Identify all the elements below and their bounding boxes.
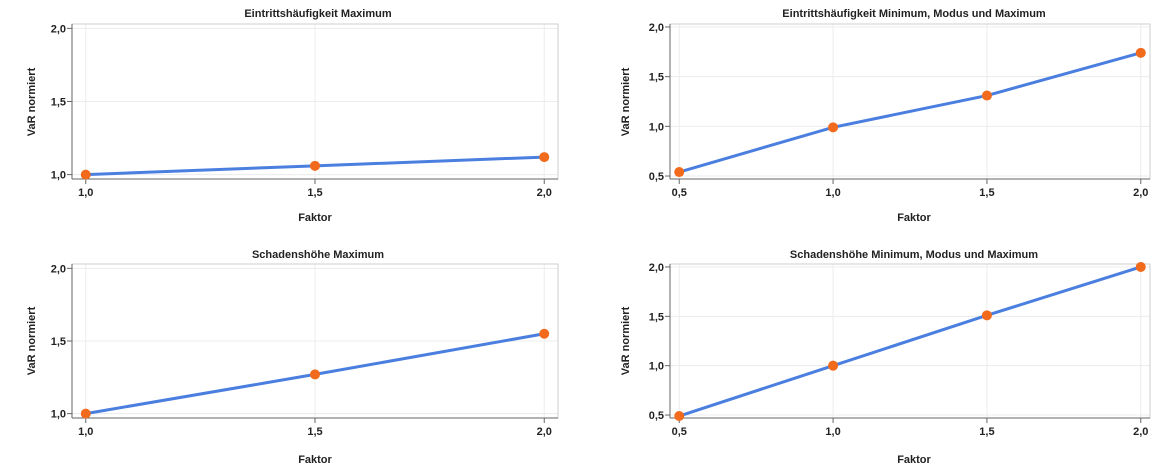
chart-title: Eintrittshäufigkeit Minimum, Modus und M… (782, 8, 1046, 20)
y-tick-label: 0,5 (649, 171, 664, 183)
y-tick-label: 1,5 (51, 97, 66, 109)
data-point (981, 310, 992, 321)
y-tick-label: 1,5 (649, 311, 664, 323)
x-tick-label: 1,5 (979, 426, 994, 438)
data-point (1135, 47, 1146, 58)
data-point (80, 169, 91, 180)
plot-area: 1,0 1,5 2,0 1,0 1,5 2,0 (51, 23, 559, 199)
data-point (674, 167, 685, 178)
data-point (80, 408, 91, 419)
y-axis-label: VaR normiert (620, 306, 632, 375)
x-axis-label: Faktor (897, 212, 931, 224)
x-axis-label: Faktor (298, 212, 332, 224)
y-axis-label: VaR normiert (26, 67, 38, 136)
chart-panel-4: Schadenshöhe Minimum, Modus und Maximum … (587, 236, 1157, 466)
series-line (677, 51, 1143, 174)
y-tick-label: 1,0 (51, 409, 66, 421)
series-line (677, 265, 1143, 418)
y-tick-label: 0,5 (649, 410, 664, 422)
x-tick-label: 1,5 (979, 187, 994, 199)
chart-panel-3: Schadenshöhe Maximum 1,0 1,5 2,0 1,0 1,5 2,0 … (0, 236, 570, 466)
x-tick-label: 0,5 (672, 426, 687, 438)
chart-panel-1: Eintrittshäufigkeit Maximum 1,0 1,5 2,0 1,0… (0, 0, 570, 230)
data-point (310, 160, 320, 171)
x-tick-label: 1,0 (825, 426, 840, 438)
x-tick-label: 0,5 (672, 187, 687, 199)
x-axis-label: Faktor (298, 454, 332, 466)
y-tick-label: 1,0 (649, 361, 664, 373)
chart-panel-2: Eintrittshäufigkeit Minimum, Modus und M… (587, 0, 1157, 230)
x-tick-label: 2,0 (537, 426, 552, 438)
plot-area: 0,5 1,0 1,5 2,0 0,5 1,0 1,5 2,0 (649, 22, 1151, 199)
chart-title: Schadenshöhe Maximum (252, 249, 384, 261)
chart-1-svg: Eintrittshäufigkeit Maximum 1,0 1,5 2,01,0… (26, 8, 559, 224)
x-tick-label: 2,0 (1133, 426, 1148, 438)
x-axis-label: Faktor (897, 454, 931, 466)
x-tick-label: 2,0 (1133, 187, 1148, 199)
plot-frame (669, 23, 1151, 180)
data-point (674, 411, 685, 422)
y-tick-label: 1,5 (649, 72, 664, 84)
plot-area: 0,5 1,0 1,5 2,0 0,5 1,0 1,5 2,0 (649, 261, 1151, 438)
x-tick-label: 1,0 (78, 426, 93, 438)
chart-title: Eintrittshäufigkeit Maximum (244, 8, 392, 20)
chart-title: Schadenshöhe Minimum, Modus und Maximum (790, 249, 1038, 261)
data-point (539, 328, 550, 339)
data-point (981, 90, 992, 101)
data-point (539, 152, 550, 163)
x-tick-label: 2,0 (537, 187, 552, 199)
y-tick-label: 2,0 (51, 23, 66, 35)
chart-3-svg: Schadenshöhe Maximum 1,0 1,5 2,01,01,52,0 … (26, 249, 559, 466)
data-point (828, 360, 839, 371)
x-tick-label: 1,5 (307, 187, 322, 199)
x-tick-label: 1,0 (825, 187, 840, 199)
chart-2-svg: Eintrittshäufigkeit Minimum, Modus und M… (620, 8, 1151, 224)
data-point (1135, 261, 1146, 272)
y-tick-label: 2,0 (51, 263, 66, 275)
x-tick-label: 1,5 (307, 426, 322, 438)
y-axis-label: VaR normiert (26, 306, 38, 375)
chart-4-svg: Schadenshöhe Minimum, Modus und Maximum … (620, 249, 1151, 466)
y-tick-label: 2,0 (649, 262, 664, 274)
data-point (310, 369, 320, 380)
x-tick-label: 1,0 (78, 187, 93, 199)
y-tick-label: 1,0 (649, 121, 664, 133)
data-point (828, 122, 839, 133)
y-tick-label: 1,0 (51, 170, 66, 182)
y-tick-label: 2,0 (649, 22, 664, 34)
y-axis-label: VaR normiert (620, 67, 632, 136)
plot-area: 1,0 1,5 2,0 1,0 1,5 2,0 (51, 263, 559, 438)
y-tick-label: 1,5 (51, 336, 66, 348)
